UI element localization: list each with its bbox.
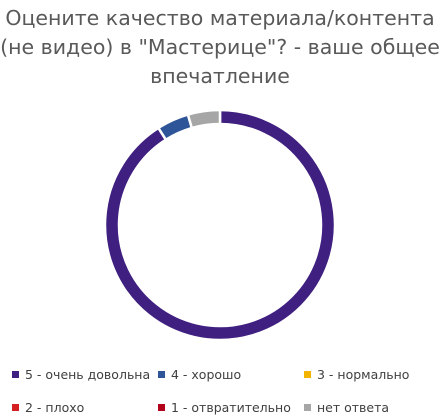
donut-slices	[103, 108, 337, 342]
donut-slice-0	[103, 108, 337, 342]
chart-title-line-3: впечатление	[150, 64, 290, 88]
chart-title-line-1: Оцените качество материала/контента	[5, 6, 435, 30]
chart-title: Оцените качество материала/контента (не …	[0, 4, 440, 91]
chart-title-line-2: (не видео) в "Мастерице"? - ваше общее	[0, 35, 440, 59]
donut-slice-1	[156, 113, 194, 142]
donut-slice-5	[186, 108, 222, 130]
